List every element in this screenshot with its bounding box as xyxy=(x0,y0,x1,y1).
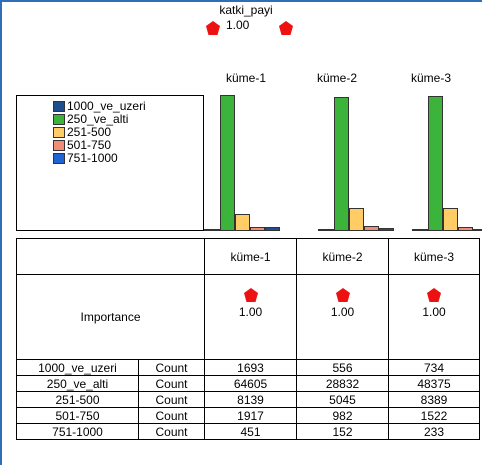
cluster-column-header: küme-3 xyxy=(388,238,480,275)
chart-title: katki_payi xyxy=(219,3,273,17)
legend-swatch xyxy=(53,127,65,138)
table-cell: 233 xyxy=(388,423,480,440)
table-cell: 8389 xyxy=(388,391,480,408)
legend-label: 1000_ve_uzeri xyxy=(67,99,146,113)
bar-küme-2-250_ve_alti xyxy=(334,97,349,231)
row-label: 1000_ve_uzeri xyxy=(16,359,139,376)
cluster-header-2: küme-2 xyxy=(317,71,358,85)
cluster-header-1: küme-1 xyxy=(226,71,267,85)
legend-item: 251-500 xyxy=(53,126,203,139)
cluster-table: küme-1 küme-2 küme-3 Importance 1.00 1.0… xyxy=(16,238,480,440)
row-stat: Count xyxy=(138,359,205,376)
table-row: 1000_ve_uzeri Count 1693 556 734 xyxy=(16,359,480,376)
bar-küme-3-501-750 xyxy=(458,227,473,231)
cluster-column-header: küme-1 xyxy=(204,238,297,275)
row-stat: Count xyxy=(138,407,205,424)
legend-swatch xyxy=(53,140,65,151)
table-cell: 64605 xyxy=(204,375,297,392)
table-cell: 8139 xyxy=(204,391,297,408)
row-label: 250_ve_alti xyxy=(16,375,139,392)
table-cell: 451 xyxy=(204,423,297,440)
importance-value: 1.00 xyxy=(422,305,446,319)
table-cell: 48375 xyxy=(388,375,480,392)
bar-küme-2-1000_ve_uzeri xyxy=(379,228,394,231)
legend-label: 751-1000 xyxy=(67,151,118,165)
table-cell: 982 xyxy=(296,407,389,424)
bar-küme-1-250_ve_alti xyxy=(220,95,235,231)
title-value: 1.00 xyxy=(226,18,250,32)
table-corner-cell xyxy=(16,238,205,275)
bar-küme-3-251-500 xyxy=(443,208,458,231)
bar-küme-2-501-750 xyxy=(364,226,379,231)
row-stat: Count xyxy=(138,391,205,408)
row-stat: Count xyxy=(138,423,205,440)
bar-küme-3-250_ve_alti xyxy=(428,96,443,231)
importance-row: Importance 1.00 1.00 1.00 xyxy=(16,274,480,360)
importance-cell: 1.00 xyxy=(388,274,480,360)
legend-swatch xyxy=(53,101,65,112)
table-cell: 1693 xyxy=(204,359,297,376)
importance-marker-icon xyxy=(426,287,442,303)
legend-item: 1000_ve_uzeri xyxy=(53,100,203,113)
legend: 1000_ve_uzeri 250_ve_alti 251-500 501-75… xyxy=(16,95,204,231)
table-cell: 734 xyxy=(388,359,480,376)
importance-marker-icon xyxy=(335,287,351,303)
importance-value: 1.00 xyxy=(238,305,263,319)
table-header-row: küme-1 küme-2 küme-3 xyxy=(16,238,480,275)
bar-küme-2-751-1000 xyxy=(318,229,334,231)
table-cell: 152 xyxy=(296,423,389,440)
legend-item: 751-1000 xyxy=(53,152,203,165)
importance-label: Importance xyxy=(16,274,205,360)
legend-label: 251-500 xyxy=(67,125,112,139)
legend-swatch xyxy=(53,153,65,164)
row-label: 501-750 xyxy=(16,407,139,424)
table-cell: 556 xyxy=(296,359,389,376)
row-label: 751-1000 xyxy=(16,423,139,440)
legend-label: 250_ve_alti xyxy=(67,112,129,126)
bar-küme-1-251-500 xyxy=(235,214,250,231)
importance-cell: 1.00 xyxy=(204,274,297,360)
importance-value: 1.00 xyxy=(330,305,355,319)
chart-header: katki_payi 1.00 xyxy=(0,0,482,60)
table-row: 250_ve_alti Count 64605 28832 48375 xyxy=(16,375,480,392)
row-stat: Count xyxy=(138,375,205,392)
table-cell: 1522 xyxy=(388,407,480,424)
cluster-header-3: küme-3 xyxy=(411,71,452,85)
legend-item: 501-750 xyxy=(53,139,203,152)
legend-item: 250_ve_alti xyxy=(53,113,203,126)
bar-küme-2-251-500 xyxy=(349,208,364,231)
table-cell: 5045 xyxy=(296,391,389,408)
importance-marker-icon xyxy=(205,20,221,36)
bar-küme-1-501-750 xyxy=(250,227,265,231)
cluster-bar-chart xyxy=(204,95,482,231)
bar-küme-3-751-1000 xyxy=(412,229,428,231)
table-cell: 28832 xyxy=(296,375,389,392)
bar-küme-1-751-1000 xyxy=(204,229,220,231)
cluster-column-header: küme-2 xyxy=(296,238,389,275)
table-row: 251-500 Count 8139 5045 8389 xyxy=(16,391,480,408)
legend-swatch xyxy=(53,114,65,125)
bar-küme-3-1000_ve_uzeri xyxy=(473,229,482,231)
table-cell: 1917 xyxy=(204,407,297,424)
table-row: 501-750 Count 1917 982 1522 xyxy=(16,407,480,424)
legend-label: 501-750 xyxy=(67,138,112,152)
row-label: 251-500 xyxy=(16,391,139,408)
importance-cell: 1.00 xyxy=(296,274,389,360)
table-row: 751-1000 Count 451 152 233 xyxy=(16,423,480,440)
importance-marker-icon xyxy=(278,20,294,36)
importance-marker-icon xyxy=(243,287,259,303)
bar-küme-1-1000_ve_uzeri xyxy=(265,227,280,231)
